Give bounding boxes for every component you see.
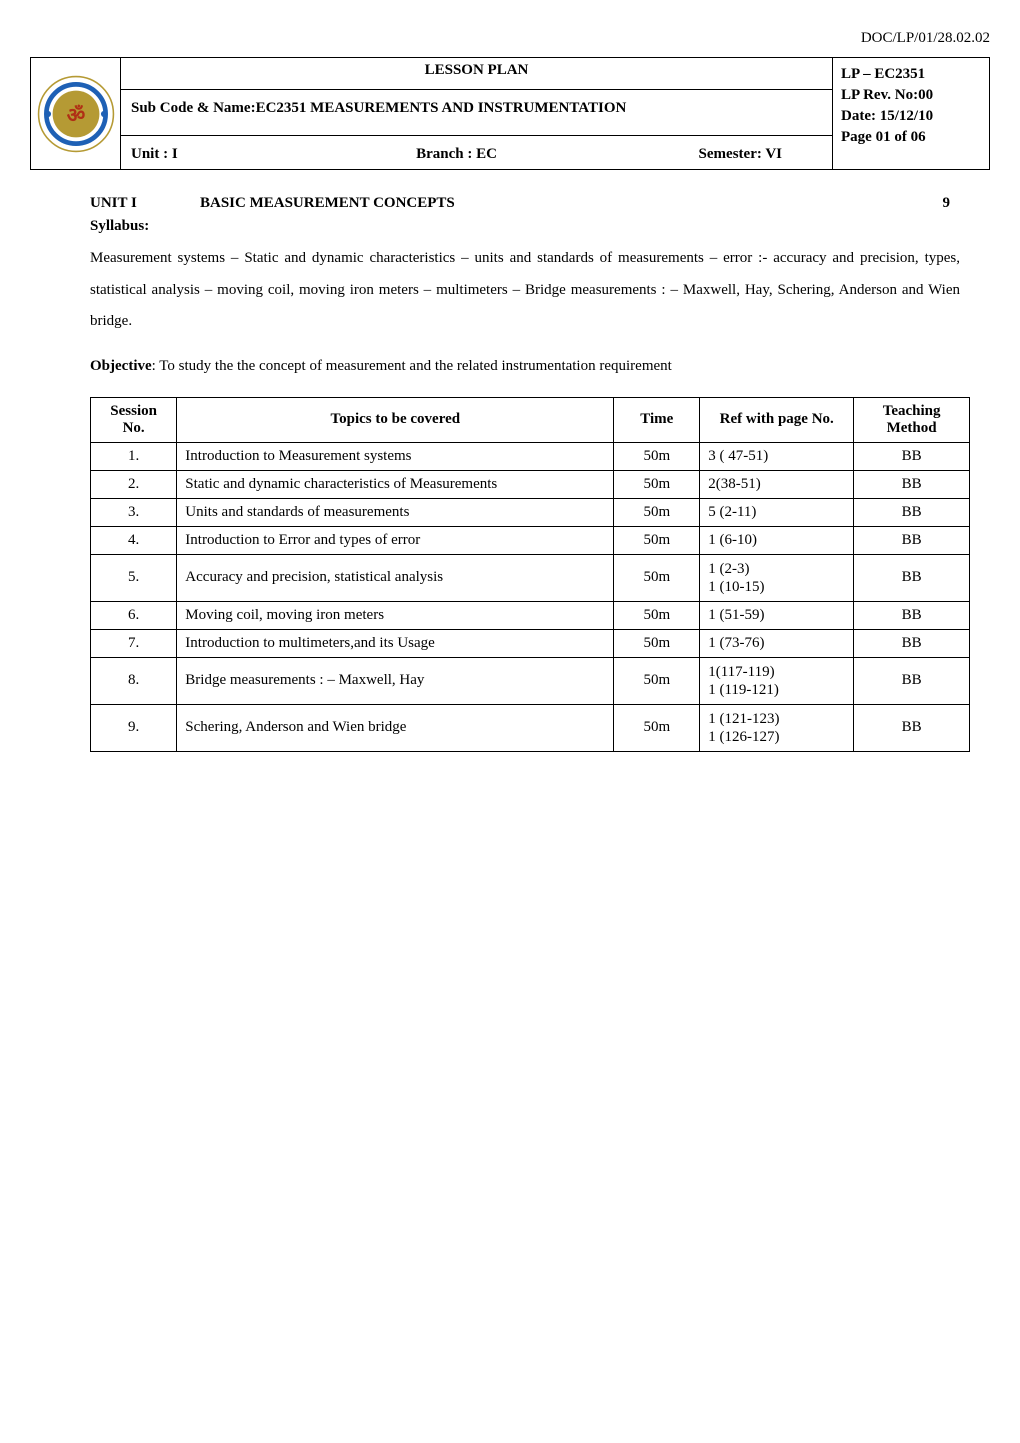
- logo-cell: ॐ: [31, 58, 121, 169]
- cell-method: BB: [854, 498, 970, 526]
- cell-ref: 1(117-119)1 (119-121): [700, 657, 854, 704]
- cell-method: BB: [854, 470, 970, 498]
- cell-time: 50m: [614, 704, 700, 751]
- col-header-method: Teaching Method: [854, 397, 970, 442]
- col-header-session-no: Session No.: [91, 397, 177, 442]
- semester-label: Semester: VI: [565, 146, 822, 163]
- cell-session-no: 7.: [91, 629, 177, 657]
- table-row: 7.Introduction to multimeters,and its Us…: [91, 629, 970, 657]
- table-row: 6.Moving coil, moving iron meters50m1 (5…: [91, 601, 970, 629]
- cell-ref: 1 (121-123)1 (126-127): [700, 704, 854, 751]
- table-row: 4.Introduction to Error and types of err…: [91, 526, 970, 554]
- cell-time: 50m: [614, 657, 700, 704]
- cell-topic: Units and standards of measurements: [177, 498, 614, 526]
- cell-topic: Introduction to Error and types of error: [177, 526, 614, 554]
- table-row: 3.Units and standards of measurements50m…: [91, 498, 970, 526]
- syllabus-label: Syllabus:: [90, 218, 990, 235]
- lesson-plan-title: LESSON PLAN: [121, 58, 832, 90]
- cell-method: BB: [854, 554, 970, 601]
- cell-topic: Static and dynamic characteristics of Me…: [177, 470, 614, 498]
- cell-method: BB: [854, 629, 970, 657]
- lp-code: LP – EC2351: [841, 64, 981, 85]
- syllabus-body: Measurement systems – Static and dynamic…: [90, 243, 960, 338]
- cell-ref: 3 ( 47-51): [700, 442, 854, 470]
- table-row: 2.Static and dynamic characteristics of …: [91, 470, 970, 498]
- table-header-row: Session No. Topics to be covered Time Re…: [91, 397, 970, 442]
- center-header-cell: LESSON PLAN Sub Code & Name:EC2351 MEASU…: [121, 58, 833, 169]
- objective-body: : To study the the concept of measuremen…: [152, 358, 672, 374]
- table-row: 9.Schering, Anderson and Wien bridge50m1…: [91, 704, 970, 751]
- cell-session-no: 8.: [91, 657, 177, 704]
- cell-time: 50m: [614, 442, 700, 470]
- cell-time: 50m: [614, 629, 700, 657]
- col-header-topics: Topics to be covered: [177, 397, 614, 442]
- cell-session-no: 3.: [91, 498, 177, 526]
- cell-session-no: 4.: [91, 526, 177, 554]
- cell-time: 50m: [614, 554, 700, 601]
- col-header-time: Time: [614, 397, 700, 442]
- cell-method: BB: [854, 601, 970, 629]
- lp-date: Date: 15/12/10: [841, 106, 981, 127]
- cell-ref: 2(38-51): [700, 470, 854, 498]
- cell-ref: 1 (51-59): [700, 601, 854, 629]
- cell-session-no: 1.: [91, 442, 177, 470]
- cell-session-no: 2.: [91, 470, 177, 498]
- col-header-ref: Ref with page No.: [700, 397, 854, 442]
- cell-topic: Introduction to Measurement systems: [177, 442, 614, 470]
- subcode-row: Sub Code & Name:EC2351 MEASUREMENTS AND …: [121, 90, 832, 136]
- cell-topic: Introduction to multimeters,and its Usag…: [177, 629, 614, 657]
- branch-label: Branch : EC: [348, 146, 565, 163]
- cell-time: 50m: [614, 601, 700, 629]
- cell-time: 50m: [614, 498, 700, 526]
- cell-session-no: 6.: [91, 601, 177, 629]
- cell-topic: Bridge measurements : – Maxwell, Hay: [177, 657, 614, 704]
- lp-page: Page 01 of 06: [841, 127, 981, 148]
- lp-meta-cell: LP – EC2351 LP Rev. No:00 Date: 15/12/10…: [833, 58, 989, 169]
- cell-topic: Moving coil, moving iron meters: [177, 601, 614, 629]
- cell-time: 50m: [614, 470, 700, 498]
- lp-rev: LP Rev. No:00: [841, 85, 981, 106]
- session-table: Session No. Topics to be covered Time Re…: [90, 397, 970, 752]
- objective-label: Objective: [90, 358, 152, 374]
- cell-ref: 1 (6-10): [700, 526, 854, 554]
- table-row: 5.Accuracy and precision, statistical an…: [91, 554, 970, 601]
- lesson-plan-header-block: ॐ LESSON PLAN Sub Code & Name:EC2351 MEA…: [30, 57, 990, 170]
- unit-label: Unit : I: [131, 146, 348, 163]
- svg-text:ॐ: ॐ: [66, 103, 84, 126]
- unit-hours: 9: [920, 195, 950, 212]
- college-logo-icon: ॐ: [37, 75, 115, 153]
- unit-branch-semester-row: Unit : I Branch : EC Semester: VI: [121, 136, 832, 169]
- objective-line: Objective: To study the the concept of m…: [90, 358, 960, 375]
- unit-heading: UNIT I BASIC MEASUREMENT CONCEPTS 9: [90, 195, 990, 212]
- doc-code: DOC/LP/01/28.02.02: [30, 30, 990, 47]
- cell-ref: 1 (73-76): [700, 629, 854, 657]
- cell-method: BB: [854, 657, 970, 704]
- table-row: 8.Bridge measurements : – Maxwell, Hay50…: [91, 657, 970, 704]
- cell-session-no: 9.: [91, 704, 177, 751]
- cell-time: 50m: [614, 526, 700, 554]
- cell-ref: 1 (2-3)1 (10-15): [700, 554, 854, 601]
- cell-topic: Schering, Anderson and Wien bridge: [177, 704, 614, 751]
- cell-topic: Accuracy and precision, statistical anal…: [177, 554, 614, 601]
- cell-session-no: 5.: [91, 554, 177, 601]
- unit-title: BASIC MEASUREMENT CONCEPTS: [200, 195, 920, 212]
- cell-method: BB: [854, 526, 970, 554]
- cell-ref: 5 (2-11): [700, 498, 854, 526]
- cell-method: BB: [854, 704, 970, 751]
- cell-method: BB: [854, 442, 970, 470]
- table-row: 1.Introduction to Measurement systems50m…: [91, 442, 970, 470]
- unit-number: UNIT I: [90, 195, 200, 212]
